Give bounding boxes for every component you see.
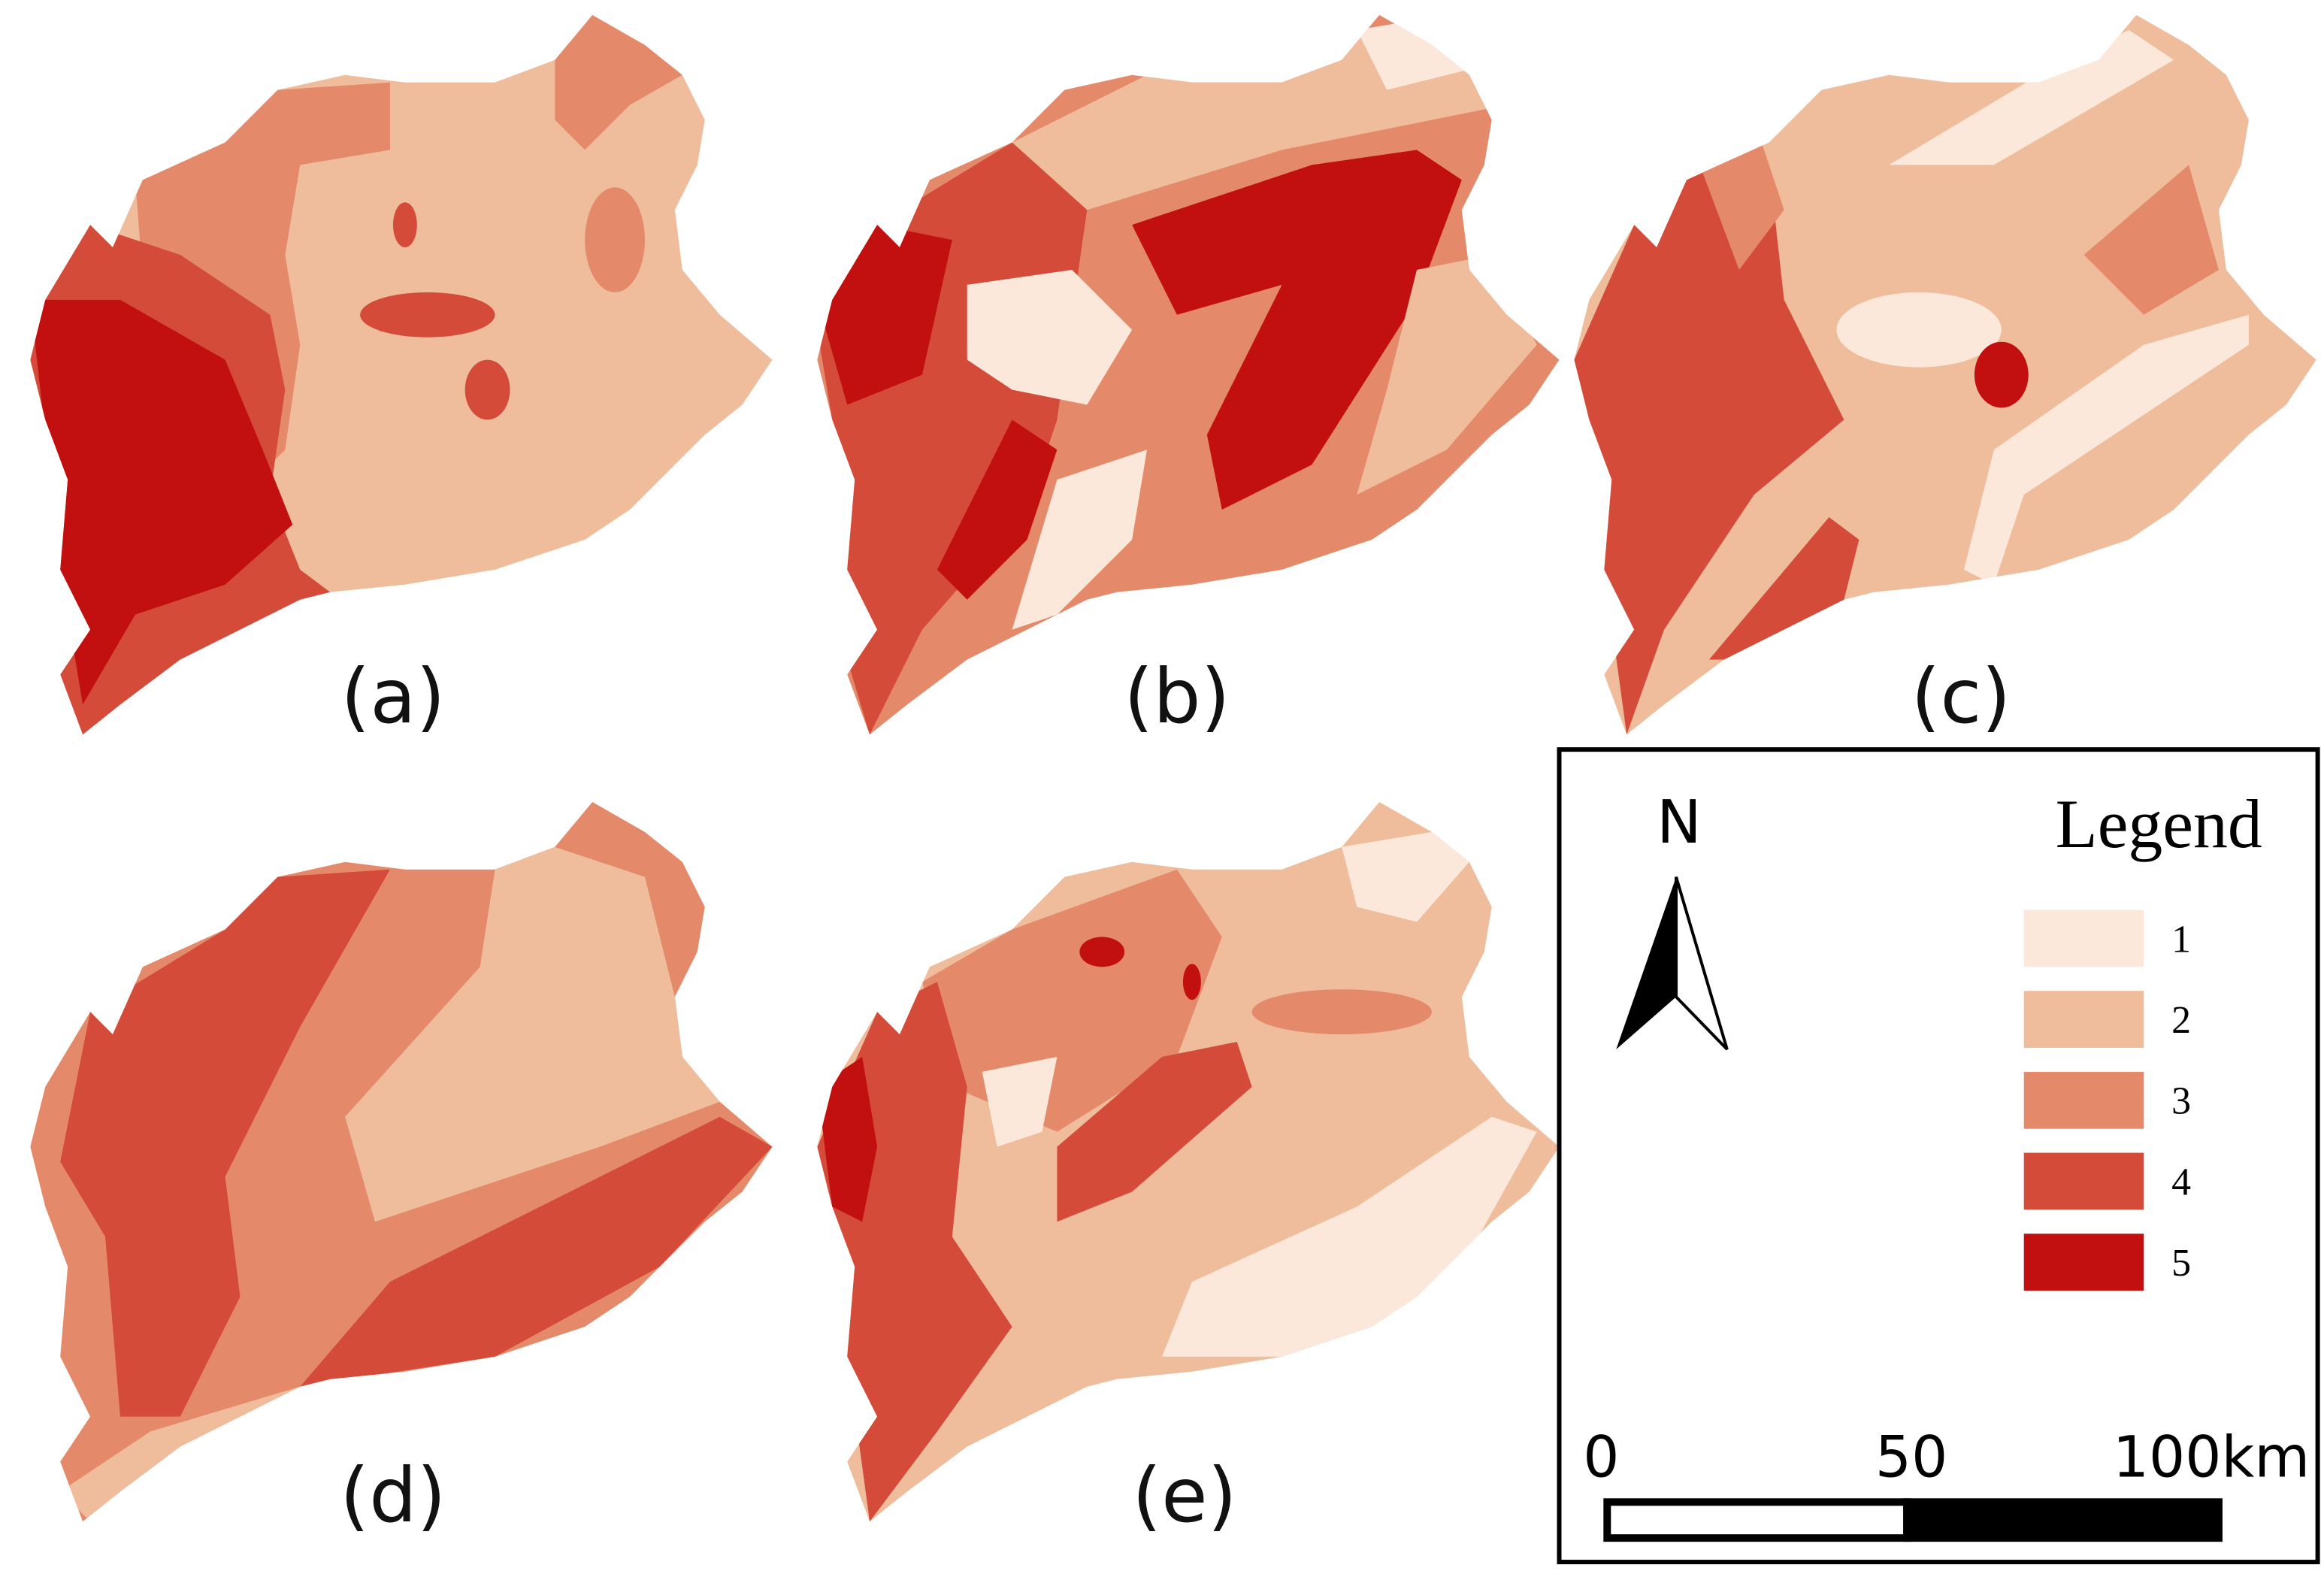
zone <box>1251 989 1432 1035</box>
legend-box: N Legend 1 2 3 4 5 0 50 100km <box>1557 747 2320 1565</box>
zone <box>1889 29 2174 165</box>
zone <box>1963 314 2249 585</box>
map-panel: (d) <box>30 801 773 1539</box>
panel-label: (a) <box>340 652 445 740</box>
legend-label: 5 <box>2171 1242 2191 1285</box>
panel-label: (e) <box>1132 1451 1236 1539</box>
zone <box>585 187 645 292</box>
map-panel: (e) <box>817 801 1560 1539</box>
zone <box>1182 964 1201 1000</box>
panel-label: (c) <box>1911 652 2011 740</box>
legend-swatch <box>2023 910 2144 967</box>
zone <box>392 202 417 248</box>
legend-frame <box>1557 747 2320 1565</box>
zone <box>30 299 293 705</box>
legend-label: 3 <box>2171 1080 2191 1123</box>
legend-swatch <box>2023 991 2144 1049</box>
legend-swatch <box>2023 1071 2144 1129</box>
legend-swatch <box>2023 1152 2144 1210</box>
zone <box>60 1386 301 1522</box>
zone <box>1574 150 1844 735</box>
legend-items: 1 2 3 4 5 <box>2023 910 2191 1291</box>
zone <box>2083 165 2219 315</box>
north-label: N <box>1657 787 1702 857</box>
panel-label: (d) <box>340 1451 446 1539</box>
legend-label: 1 <box>2171 918 2191 961</box>
zone <box>1162 1116 1537 1357</box>
zone <box>1079 937 1125 967</box>
zone <box>817 225 952 405</box>
zone <box>937 419 1058 600</box>
legend-title: Legend <box>2056 785 2262 862</box>
zone <box>1357 255 1537 495</box>
zone <box>464 359 510 420</box>
zone <box>1974 341 2029 408</box>
zone <box>1708 517 1860 660</box>
zone <box>300 1116 773 1387</box>
scale-bar <box>1903 1498 2223 1542</box>
map-panel: (a) <box>30 14 773 740</box>
zone <box>1342 831 1469 922</box>
north-arrow <box>1675 876 1729 1051</box>
zone <box>982 1056 1058 1147</box>
legend-label: 2 <box>2171 999 2191 1042</box>
scale-label: 100km <box>2113 1424 2310 1490</box>
zone <box>921 869 1222 1132</box>
zone <box>967 269 1133 405</box>
scale-label: 50 <box>1875 1424 1947 1490</box>
zone <box>1012 449 1148 630</box>
scale-label: 0 <box>1583 1424 1619 1490</box>
zone <box>1836 292 2002 368</box>
scale-bar <box>1603 1498 1911 1542</box>
zone <box>1057 1042 1252 1222</box>
zone <box>555 14 682 150</box>
map-panel: (c) <box>1574 14 2316 740</box>
zone <box>360 292 495 337</box>
map-panel: (b) <box>817 14 1560 740</box>
zone <box>60 869 390 1417</box>
legend-swatch <box>2023 1233 2144 1291</box>
zone <box>817 1056 878 1222</box>
panel-label: (b) <box>1124 652 1230 740</box>
legend-label: 4 <box>2171 1161 2191 1203</box>
zone <box>345 846 720 1222</box>
